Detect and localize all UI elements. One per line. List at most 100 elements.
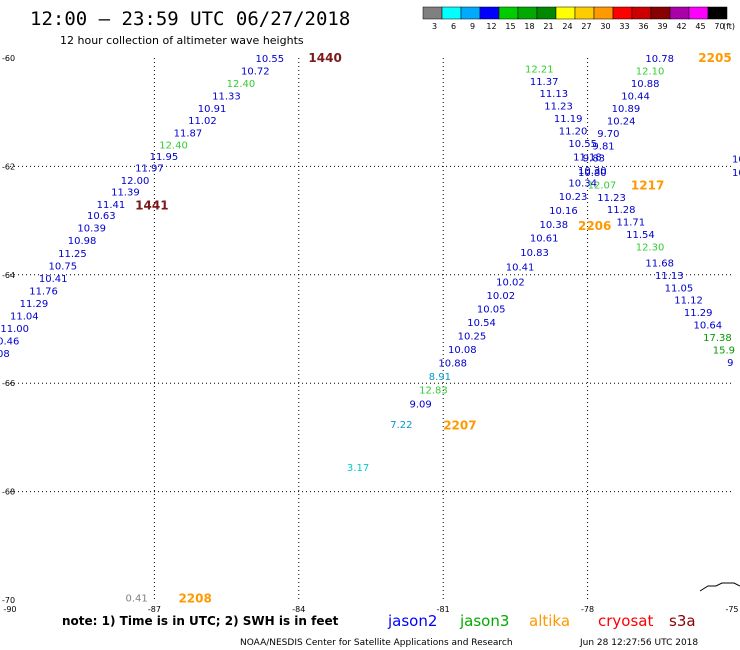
wave-height-value: 11.23 — [597, 193, 626, 204]
scale-label: 39 — [657, 22, 667, 31]
wave-height-value: 10.75 — [49, 262, 78, 273]
pass-time-label: 2207 — [443, 418, 476, 432]
scale-label: 12 — [486, 22, 496, 31]
wave-height-value: 17.38 — [703, 333, 732, 344]
lat-tick-label: -68 — [2, 488, 15, 497]
scale-label: 6 — [451, 22, 456, 31]
scale-swatch-70 — [707, 6, 728, 20]
wave-height-value: 11.76 — [29, 287, 58, 298]
legend-s3a: s3a — [669, 612, 696, 630]
lat-tick-label: -62 — [2, 162, 15, 171]
wave-height-value: 9.83 — [583, 154, 605, 165]
scale-label: 3 — [432, 22, 437, 31]
wave-height-value: 10.80 — [578, 168, 607, 179]
wave-height-value: 10.38 — [539, 220, 568, 231]
scale-label: 15 — [505, 22, 515, 31]
scale-swatch-9 — [460, 6, 481, 20]
wave-height-value: 9.09 — [410, 399, 432, 410]
footer-credit: NOAA/NESDIS Center for Satellite Applica… — [240, 638, 513, 648]
lon-tick-label: -81 — [437, 605, 450, 614]
wave-height-value: 10.30 — [578, 166, 607, 177]
map-gridlines — [10, 58, 732, 600]
lat-tick-label: -64 — [2, 271, 15, 280]
wave-height-value: 12.40 — [159, 141, 188, 152]
scale-label: 18 — [524, 22, 534, 31]
wave-height-value: 0.41 — [126, 593, 148, 604]
wave-height-value: 11.13 — [539, 89, 568, 100]
wave-height-value: 11.41 — [97, 200, 126, 211]
wave-height-value: 10.41 — [39, 274, 68, 285]
lat-tick-label: -70 — [2, 596, 15, 605]
wave-height-value: 10.91 — [198, 104, 227, 115]
wave-height-value: 10.02 — [496, 277, 525, 288]
wave-height-value: 12.07 — [588, 180, 617, 191]
wave-height-value: 10.05 — [477, 304, 506, 315]
scale-swatch-27 — [574, 6, 595, 20]
wave-height-value: 10.02 — [487, 291, 516, 302]
wave-height-value: 12.00 — [121, 176, 150, 187]
wave-height-value: 10.55 — [255, 54, 284, 65]
wave-height-value: 10.88 — [438, 359, 467, 370]
wave-height-value: 7.22 — [390, 420, 412, 431]
scale-label: 36 — [638, 22, 648, 31]
wave-height-value: 10.08 — [0, 349, 10, 360]
wave-height-value: 12.10 — [636, 66, 665, 77]
wave-height-value: 10.24 — [607, 116, 636, 127]
lon-tick-label: -87 — [148, 605, 161, 614]
wave-height-value: 11.39 — [111, 187, 140, 198]
scale-swatch-30 — [593, 6, 614, 20]
satellite-legend: jason2 jason3 altika cryosat s3a — [387, 612, 696, 630]
scale-label: 21 — [543, 22, 553, 31]
scale-label: 27 — [581, 22, 591, 31]
wave-height-values: 10.5510.7212.4011.3310.9111.0211.8712.40… — [0, 54, 740, 604]
wave-height-value: 10.23 — [559, 192, 588, 203]
footer-timestamp: Jun 28 12:27:56 UTC 2018 — [579, 638, 698, 648]
lon-tick-label: -75 — [725, 605, 738, 614]
wave-height-value: 10.64 — [693, 321, 722, 332]
wave-height-value: 10.34 — [568, 179, 597, 190]
wave-height-value: 11.13 — [655, 271, 684, 282]
page-title: 12:00 — 23:59 UTC 06/27/2018 — [30, 8, 350, 30]
wave-height-value: 11.33 — [212, 91, 241, 102]
wave-height-value: 9.81 — [592, 141, 614, 152]
wave-height-value: 9.70 — [597, 129, 619, 140]
wave-height-value: 10.16 — [549, 206, 578, 217]
wave-height-value: 11.29 — [20, 299, 49, 310]
wave-height-value: 10.08 — [448, 345, 477, 356]
scale-label: 24 — [562, 22, 572, 31]
wave-height-value: 11.23 — [544, 102, 573, 113]
wave-height-value: 10.55 — [568, 139, 597, 150]
wave-height-value: 12.21 — [525, 64, 554, 75]
wave-height-value: 11.54 — [626, 230, 655, 241]
wave-height-value: 11.25 — [58, 249, 87, 260]
wave-height-value: 10.54 — [467, 318, 496, 329]
scale-swatch-45 — [688, 6, 709, 20]
wave-height-value: 10.61 — [530, 233, 559, 244]
scale-swatch-3 — [422, 6, 443, 20]
map-tick-labels: -90 -87 -84 -81 -78 -75 -60 -62 -64 -66 -68 -70 — [2, 54, 739, 614]
pass-time-label: 2208 — [178, 591, 211, 605]
wave-height-value: 10.46 — [0, 336, 19, 347]
wave-height-value: 12.40 — [227, 79, 256, 90]
scale-swatch-15 — [498, 6, 519, 20]
legend-jason3: jason3 — [459, 612, 509, 630]
scale-swatch-33 — [612, 6, 633, 20]
wave-height-value: 11.87 — [174, 128, 203, 139]
wave-height-value: 11.37 — [530, 77, 559, 88]
pass-time-label: 1217 — [631, 178, 664, 192]
wave-height-value: 10. — [732, 168, 740, 179]
scale-swatch-18 — [517, 6, 538, 20]
wave-height-value: 11.04 — [10, 311, 39, 322]
wave-height-color-scale: 3 6 9 12 15 18 21 24 27 30 33 36 39 42 45 70(ft) — [422, 6, 735, 31]
wave-height-value: 9 — [727, 358, 733, 369]
wave-height-value: 11.68 — [645, 258, 674, 269]
scale-label: 33 — [619, 22, 629, 31]
wave-height-value: 11.12 — [674, 296, 703, 307]
lon-tick-label: -84 — [292, 605, 305, 614]
lat-tick-label: -66 — [2, 379, 15, 388]
scale-swatch-36 — [631, 6, 652, 20]
wave-height-value: 11.95 — [150, 152, 179, 163]
wave-height-value: 11.02 — [188, 116, 217, 127]
scale-swatch-24 — [555, 6, 576, 20]
wave-height-value: 10.88 — [631, 79, 660, 90]
